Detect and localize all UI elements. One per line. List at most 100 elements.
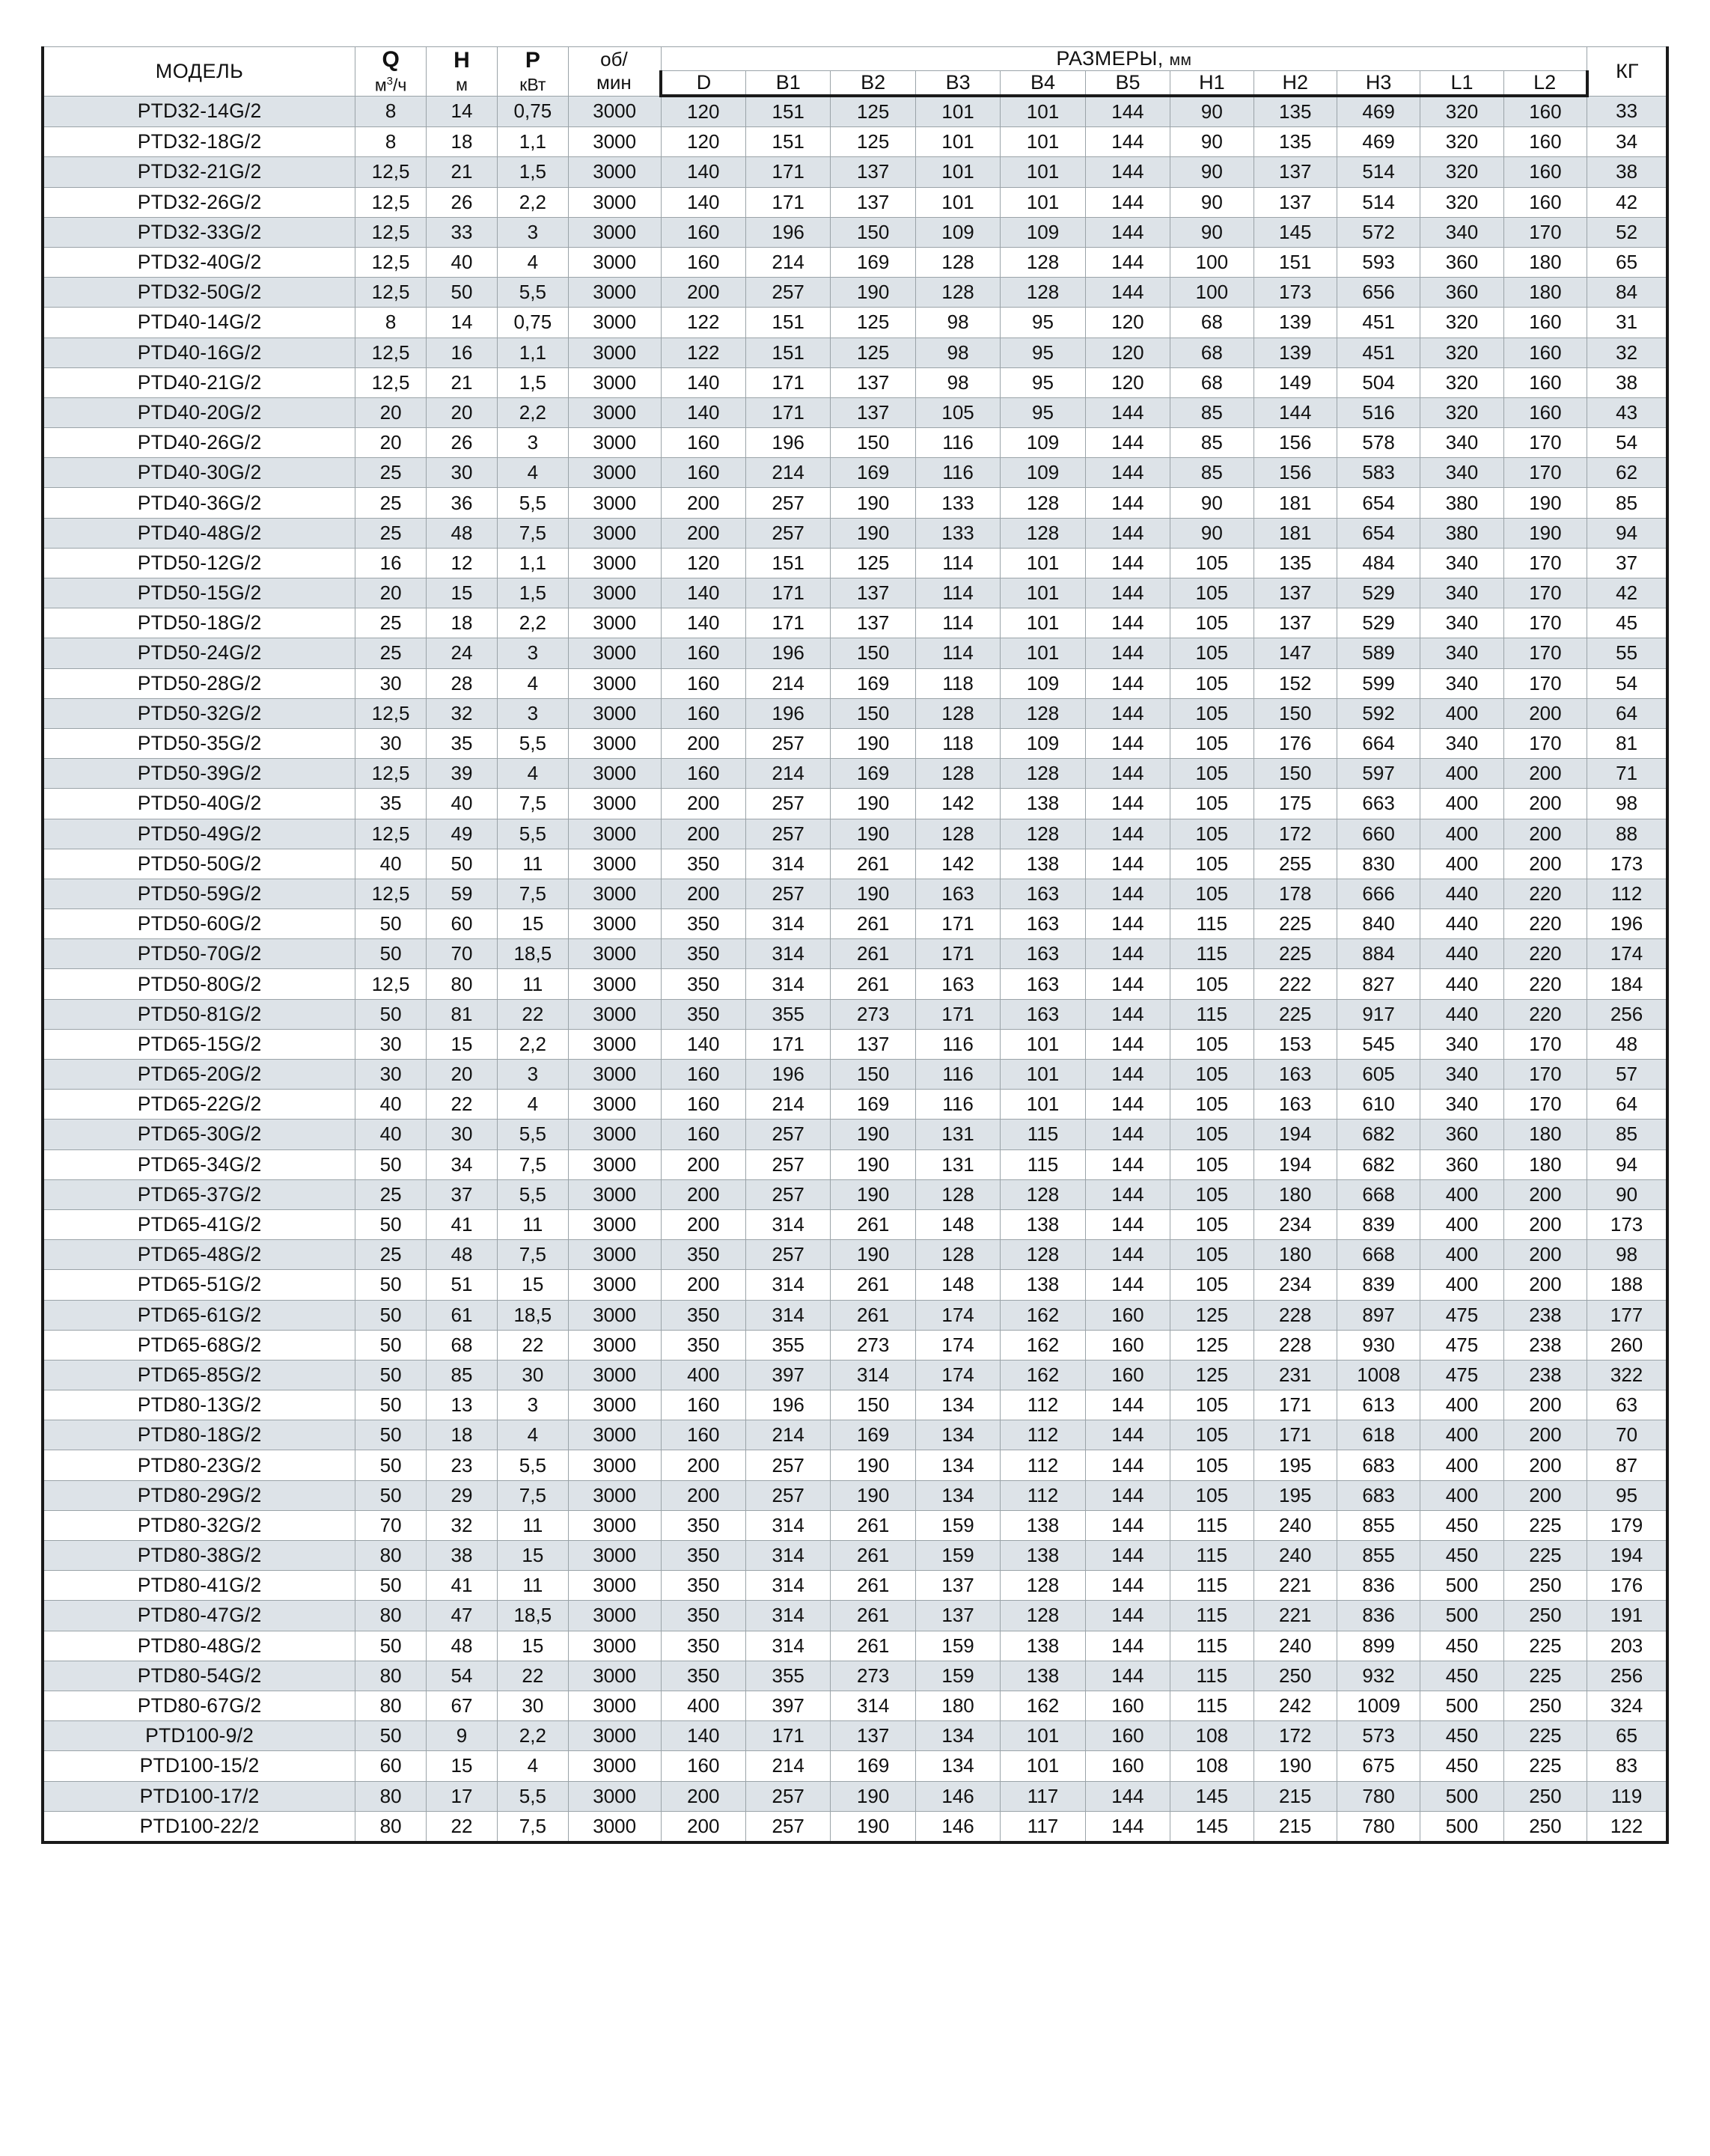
cell-l2: 225 [1503, 1509, 1588, 1542]
cell-b3: 109 [914, 216, 1001, 248]
cell-h: 51 [426, 1269, 498, 1301]
cell-l1: 400 [1420, 697, 1504, 729]
cell-h3: 836 [1336, 1570, 1421, 1601]
cell-model: PTD100-17/2 [41, 1780, 356, 1812]
cell-d: 140 [660, 186, 746, 218]
cell-p: 4 [496, 457, 569, 489]
cell-l2: 220 [1503, 878, 1588, 910]
cell-b5: 160 [1084, 1359, 1171, 1391]
cell-h: 41 [426, 1570, 498, 1601]
cell-p: 4 [496, 668, 569, 699]
cell-l1: 500 [1420, 1600, 1504, 1631]
cell-p: 11 [496, 1209, 569, 1241]
table-row: PTD80-13G/2 50 13 3 3000 160 196 150 134 112 144 10… [41, 1390, 1670, 1421]
table-row: PTD100-17/2 80 17 5,5 3000 200 257 190 146 117 144… [41, 1780, 1670, 1812]
cell-b1: 355 [745, 998, 831, 1030]
cell-h: 33 [426, 216, 498, 248]
header-dim-h2: H2 [1253, 70, 1337, 97]
cell-h: 26 [426, 186, 498, 218]
cell-h2: 234 [1253, 1269, 1337, 1301]
cell-h2: 151 [1253, 246, 1337, 278]
cell-b1: 314 [745, 938, 831, 970]
cell-d: 200 [660, 1149, 746, 1180]
header-dim-h3: H3 [1336, 70, 1421, 97]
cell-b2: 137 [830, 608, 916, 639]
cell-b1: 314 [745, 968, 831, 1000]
cell-кг: 324 [1587, 1690, 1670, 1722]
cell-b2: 273 [830, 998, 916, 1030]
cell-h: 48 [426, 1239, 498, 1271]
cell-b2: 169 [830, 1420, 916, 1451]
cell-l2: 200 [1503, 818, 1588, 849]
cell-q: 12,5 [355, 367, 427, 398]
cell-h2: 231 [1253, 1359, 1337, 1391]
cell-l2: 220 [1503, 968, 1588, 1000]
cell-об-мин: 3000 [567, 727, 662, 760]
cell-l2: 238 [1503, 1299, 1588, 1331]
cell-b1: 171 [745, 577, 831, 609]
table-row: PTD65-41G/2 50 41 11 3000 200 314 261 148 138 144 1… [41, 1209, 1670, 1241]
cell-h2: 181 [1253, 517, 1337, 549]
cell-l1: 340 [1420, 727, 1504, 760]
cell-об-мин: 3000 [567, 968, 662, 1000]
cell-q: 8 [355, 307, 427, 338]
cell-h3: 529 [1336, 608, 1421, 639]
cell-b1: 214 [745, 1420, 831, 1451]
cell-b3: 134 [914, 1390, 1001, 1421]
cell-b5: 160 [1084, 1329, 1171, 1361]
cell-l1: 475 [1420, 1299, 1504, 1331]
cell-h3: 654 [1336, 487, 1421, 519]
cell-кг: 94 [1587, 517, 1670, 549]
cell-l1: 320 [1420, 95, 1504, 128]
cell-b1: 257 [745, 788, 831, 819]
cell-h1: 115 [1170, 1660, 1254, 1691]
cell-d: 160 [660, 1420, 746, 1451]
cell-l2: 160 [1503, 337, 1588, 368]
cell-l1: 475 [1420, 1359, 1504, 1391]
cell-q: 80 [355, 1539, 427, 1572]
cell-model: PTD80-41G/2 [41, 1570, 356, 1601]
cell-q: 50 [355, 1390, 427, 1421]
cell-кг: 84 [1587, 277, 1670, 308]
cell-h: 81 [426, 998, 498, 1030]
cell-p: 1,1 [496, 126, 569, 158]
cell-h1: 105 [1170, 758, 1254, 790]
cell-d: 140 [660, 1720, 746, 1752]
cell-d: 400 [660, 1359, 746, 1391]
cell-b2: 137 [830, 1720, 916, 1752]
cell-b4: 128 [1000, 277, 1086, 308]
cell-d: 350 [660, 848, 746, 879]
cell-b4: 128 [1000, 818, 1086, 849]
cell-b3: 163 [914, 968, 1001, 1000]
cell-b4: 95 [1000, 307, 1086, 338]
cell-h: 29 [426, 1479, 498, 1511]
cell-h3: 663 [1336, 788, 1421, 819]
cell-b5: 144 [1084, 1149, 1171, 1180]
cell-p: 5,5 [496, 1450, 569, 1481]
cell-b3: 131 [914, 1149, 1001, 1180]
cell-l1: 340 [1420, 1058, 1504, 1090]
cell-q: 12,5 [355, 246, 427, 278]
cell-d: 350 [660, 968, 746, 1000]
cell-p: 3 [496, 427, 569, 459]
cell-об-мин: 3000 [567, 908, 662, 940]
table-row: PTD65-48G/2 25 48 7,5 3000 350 257 190 128 128 144… [41, 1239, 1670, 1271]
cell-l2: 200 [1503, 1420, 1588, 1451]
cell-q: 12,5 [355, 968, 427, 1000]
cell-об-мин: 3000 [567, 818, 662, 849]
cell-h: 47 [426, 1600, 498, 1631]
cell-l1: 340 [1420, 577, 1504, 609]
cell-q: 12,5 [355, 277, 427, 308]
cell-h3: 827 [1336, 968, 1421, 1000]
cell-h1: 105 [1170, 1420, 1254, 1451]
cell-b2: 150 [830, 1058, 916, 1090]
cell-h1: 105 [1170, 1089, 1254, 1120]
cell-кг: 196 [1587, 908, 1670, 940]
cell-h1: 105 [1170, 818, 1254, 849]
cell-b3: 128 [914, 246, 1001, 278]
cell-h: 13 [426, 1390, 498, 1421]
cell-l1: 320 [1420, 397, 1504, 429]
table-row: PTD40-36G/2 25 36 5,5 3000 200 257 190 133 128 144… [41, 487, 1670, 519]
cell-l1: 400 [1420, 1179, 1504, 1210]
cell-h1: 115 [1170, 908, 1254, 940]
